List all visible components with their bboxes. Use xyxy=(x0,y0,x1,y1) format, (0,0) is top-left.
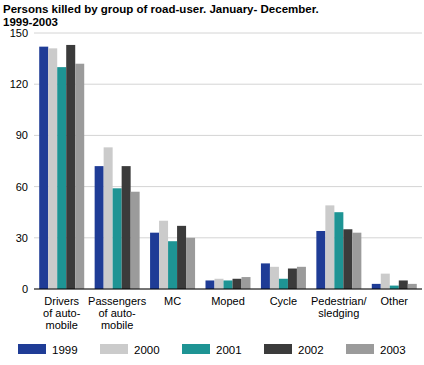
bar xyxy=(325,205,334,289)
bar xyxy=(75,64,84,289)
bar xyxy=(279,279,288,289)
bar xyxy=(95,166,104,289)
bar xyxy=(113,188,122,289)
chart: Persons killed by group of road-user. Ja… xyxy=(0,0,424,365)
bar xyxy=(390,286,399,289)
bar xyxy=(288,269,297,289)
y-tick-label: 150 xyxy=(10,27,28,39)
x-tick-label: Cycle xyxy=(270,295,298,307)
bar xyxy=(104,147,113,289)
legend-swatch xyxy=(182,344,210,354)
bar xyxy=(131,192,140,289)
x-axis xyxy=(34,289,422,290)
y-tick-label: 30 xyxy=(16,232,28,244)
bar xyxy=(206,280,215,289)
bar xyxy=(224,280,233,289)
bar xyxy=(150,233,159,289)
legend-swatch xyxy=(18,344,46,354)
grid-line xyxy=(34,186,422,187)
bar xyxy=(233,279,242,289)
bar xyxy=(261,263,270,289)
bar xyxy=(297,267,306,289)
x-tick-label: Passengersof auto-mobile xyxy=(88,295,147,331)
y-tick-label: 0 xyxy=(22,283,28,295)
bar xyxy=(39,47,48,289)
legend-label: 1999 xyxy=(52,344,78,356)
bar xyxy=(186,238,195,289)
bar xyxy=(122,166,131,289)
grid-line xyxy=(34,289,422,290)
bar xyxy=(215,279,224,289)
legend-swatch xyxy=(100,344,128,354)
y-tick-label: 120 xyxy=(10,78,28,90)
x-tick-label: Pedestrian/sledging xyxy=(311,295,368,319)
bar xyxy=(270,267,279,289)
bar xyxy=(48,48,57,289)
bar xyxy=(343,229,352,289)
bar xyxy=(316,231,325,289)
legend-label: 2001 xyxy=(216,344,242,356)
legend-label: 2003 xyxy=(380,344,406,356)
grid-line xyxy=(34,84,422,85)
bar xyxy=(168,241,177,289)
x-tick-label: Other xyxy=(381,295,409,307)
bar xyxy=(242,277,251,289)
bar xyxy=(66,45,75,289)
x-tick-label: Driversof auto-mobile xyxy=(43,295,81,331)
grid-line xyxy=(34,33,422,34)
x-tick-label: Moped xyxy=(211,295,245,307)
y-tick-label: 90 xyxy=(16,129,28,141)
legend-label: 2002 xyxy=(298,344,324,356)
bar xyxy=(57,67,66,289)
bar xyxy=(352,233,361,289)
grid-line xyxy=(34,135,422,136)
x-tick-label: MC xyxy=(164,295,181,307)
bar xyxy=(399,280,408,289)
grid-line xyxy=(34,237,422,238)
bars xyxy=(39,45,417,289)
title: Persons killed by group of road-user. Ja… xyxy=(3,3,319,28)
legend-swatch xyxy=(346,344,374,354)
y-tick-label: 60 xyxy=(16,181,28,193)
bar xyxy=(372,284,381,289)
bar xyxy=(177,226,186,289)
bar xyxy=(381,274,390,289)
bar xyxy=(408,284,417,289)
legend-label: 2000 xyxy=(134,344,160,356)
bar xyxy=(159,221,168,289)
legend-swatch xyxy=(264,344,292,354)
bar xyxy=(334,212,343,289)
